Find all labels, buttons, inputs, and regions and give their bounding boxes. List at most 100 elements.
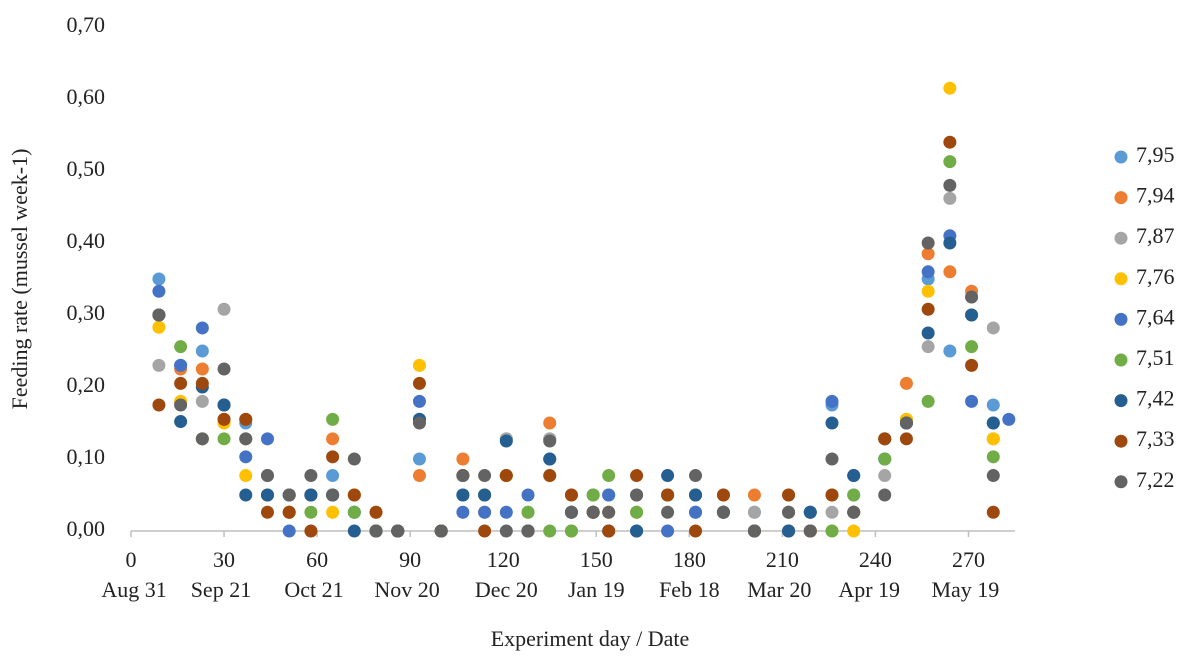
data-point bbox=[282, 488, 296, 502]
data-point bbox=[326, 469, 340, 483]
data-point bbox=[347, 488, 361, 502]
data-point bbox=[456, 469, 470, 483]
data-point bbox=[217, 432, 231, 446]
data-point bbox=[803, 505, 817, 519]
data-point bbox=[965, 358, 979, 372]
data-point bbox=[521, 488, 535, 502]
data-point bbox=[217, 302, 231, 316]
data-point bbox=[943, 178, 957, 192]
data-point bbox=[602, 469, 616, 483]
data-point bbox=[986, 398, 1000, 412]
data-point bbox=[921, 340, 935, 354]
y-tick-label: 0,40 bbox=[67, 228, 106, 253]
data-point bbox=[847, 488, 861, 502]
data-point bbox=[412, 358, 426, 372]
x-date-label: Feb 18 bbox=[659, 577, 720, 602]
data-point bbox=[326, 488, 340, 502]
data-point bbox=[239, 488, 253, 502]
legend-marker bbox=[1114, 231, 1128, 245]
data-point bbox=[564, 488, 578, 502]
data-point bbox=[239, 469, 253, 483]
data-point bbox=[152, 284, 166, 298]
data-point bbox=[630, 505, 644, 519]
y-tick-label: 0,60 bbox=[67, 84, 106, 109]
data-point bbox=[326, 432, 340, 446]
data-point bbox=[412, 469, 426, 483]
data-point bbox=[586, 505, 600, 519]
legend-label: 7,95 bbox=[1136, 142, 1175, 167]
data-point bbox=[239, 450, 253, 464]
legend-label: 7,94 bbox=[1136, 183, 1175, 208]
data-point bbox=[825, 452, 839, 466]
data-point bbox=[304, 524, 318, 538]
data-point bbox=[689, 469, 703, 483]
data-point bbox=[986, 469, 1000, 483]
x-date-label: Dec 20 bbox=[475, 577, 538, 602]
data-point bbox=[965, 340, 979, 354]
data-point bbox=[326, 505, 340, 519]
data-point bbox=[195, 344, 209, 358]
data-point bbox=[689, 488, 703, 502]
x-tick-label: 240 bbox=[859, 547, 892, 572]
data-point bbox=[369, 524, 383, 538]
data-point bbox=[369, 505, 383, 519]
data-point bbox=[586, 488, 600, 502]
data-point bbox=[661, 505, 675, 519]
data-point bbox=[478, 488, 492, 502]
data-point bbox=[878, 432, 892, 446]
data-point bbox=[239, 412, 253, 426]
x-date-label: Oct 21 bbox=[284, 577, 343, 602]
data-point bbox=[661, 469, 675, 483]
data-point bbox=[825, 505, 839, 519]
x-tick-label: 270 bbox=[952, 547, 985, 572]
data-point bbox=[195, 376, 209, 390]
y-tick-label: 0,30 bbox=[67, 300, 106, 325]
x-tick-label: 180 bbox=[673, 547, 706, 572]
data-point bbox=[747, 505, 761, 519]
data-point bbox=[543, 452, 557, 466]
data-point bbox=[564, 505, 578, 519]
data-point bbox=[630, 488, 644, 502]
data-point bbox=[260, 488, 274, 502]
data-point bbox=[499, 434, 513, 448]
data-point bbox=[456, 452, 470, 466]
data-point bbox=[716, 488, 730, 502]
y-tick-label: 0,10 bbox=[67, 444, 106, 469]
data-point bbox=[478, 524, 492, 538]
data-point bbox=[195, 432, 209, 446]
data-point bbox=[921, 265, 935, 279]
y-axis-title: Feeding rate (mussel week-1) bbox=[7, 149, 32, 410]
data-point bbox=[899, 432, 913, 446]
data-point bbox=[152, 320, 166, 334]
data-point bbox=[661, 488, 675, 502]
data-point bbox=[661, 524, 675, 538]
data-point bbox=[217, 412, 231, 426]
legend-marker bbox=[1114, 475, 1128, 489]
x-axis-title: Experiment day / Date bbox=[491, 626, 690, 651]
data-point bbox=[825, 416, 839, 430]
data-point bbox=[347, 505, 361, 519]
legend-marker bbox=[1114, 150, 1128, 164]
legend-label: 7,42 bbox=[1136, 386, 1175, 411]
y-tick-label: 0,20 bbox=[67, 372, 106, 397]
legend-label: 7,22 bbox=[1136, 467, 1175, 492]
data-point bbox=[412, 394, 426, 408]
data-point bbox=[478, 505, 492, 519]
data-point bbox=[564, 524, 578, 538]
data-point bbox=[543, 469, 557, 483]
data-point bbox=[602, 505, 616, 519]
data-point bbox=[782, 488, 796, 502]
data-point bbox=[412, 416, 426, 430]
data-point bbox=[986, 321, 1000, 335]
data-point bbox=[747, 488, 761, 502]
data-point bbox=[747, 524, 761, 538]
data-point bbox=[921, 394, 935, 408]
data-point bbox=[847, 505, 861, 519]
data-point bbox=[499, 469, 513, 483]
data-point bbox=[412, 452, 426, 466]
data-point bbox=[716, 505, 730, 519]
data-point bbox=[1002, 412, 1016, 426]
data-point bbox=[260, 469, 274, 483]
data-point bbox=[878, 452, 892, 466]
